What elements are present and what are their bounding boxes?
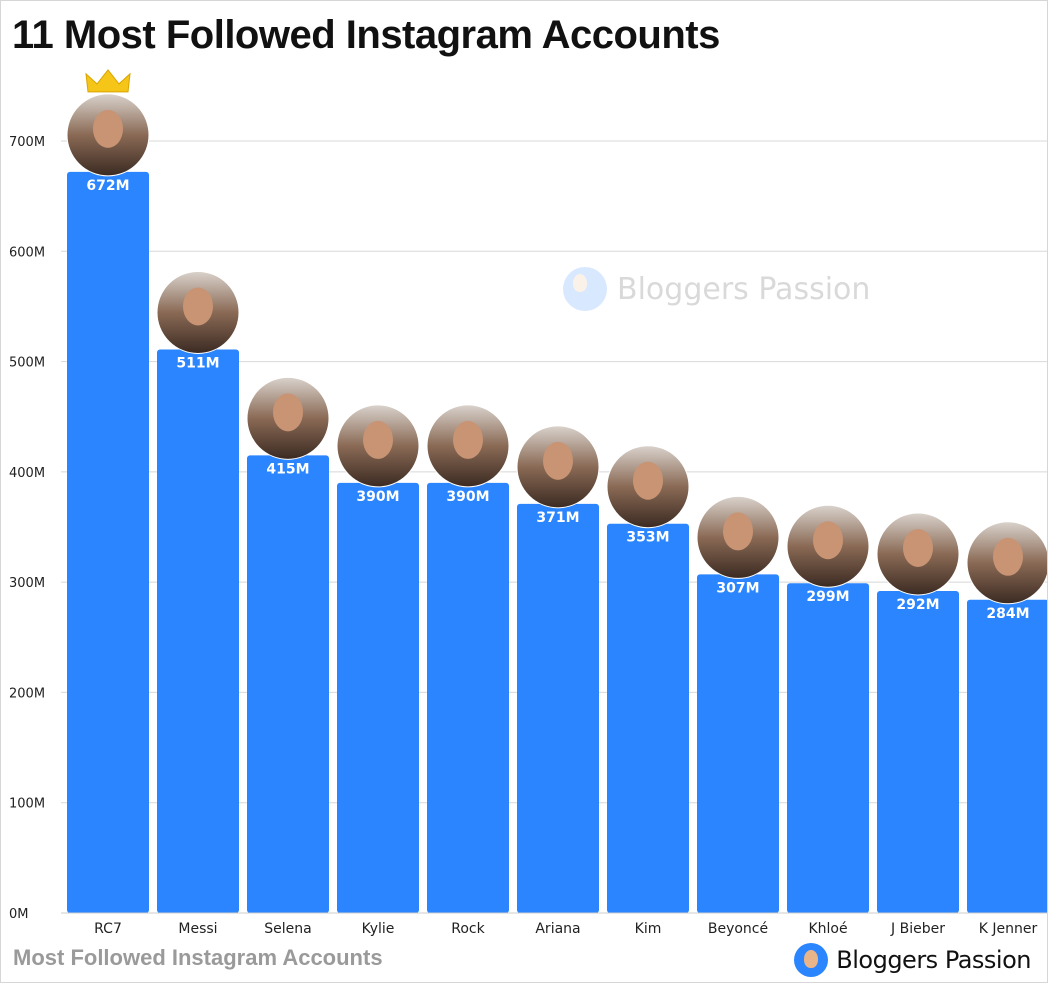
value-label: 371M <box>536 510 579 526</box>
bar <box>427 482 509 913</box>
category-label: RC7 <box>94 921 122 937</box>
avatar-face <box>723 512 753 551</box>
value-label: 307M <box>716 580 759 596</box>
avatar-face <box>363 420 393 459</box>
avatar-face <box>183 287 213 326</box>
bar <box>67 171 149 913</box>
y-tick-label: 0M <box>9 907 29 922</box>
bar <box>607 523 689 913</box>
y-tick-label: 300M <box>9 576 45 591</box>
bar <box>877 590 959 913</box>
value-label: 511M <box>176 355 219 371</box>
value-label: 390M <box>356 489 399 505</box>
crown-icon <box>85 69 131 93</box>
category-label: Beyoncé <box>708 921 768 937</box>
watermark: Bloggers Passion <box>563 267 870 311</box>
watermark-text: Bloggers Passion <box>617 271 871 307</box>
bar <box>247 455 329 913</box>
category-label: Kim <box>635 921 662 937</box>
avatar-face <box>453 420 483 459</box>
brand-logo-icon <box>794 943 829 977</box>
footer-brand: Bloggers Passion <box>836 946 1031 974</box>
bar <box>967 599 1047 913</box>
value-label: 353M <box>626 530 669 546</box>
category-label: Khloé <box>808 921 847 937</box>
bar <box>787 583 869 913</box>
y-tick-label: 200M <box>9 686 45 701</box>
bar <box>517 503 599 913</box>
category-label: J Bieber <box>890 921 945 937</box>
bar <box>337 482 419 913</box>
footer-brand-block: Bloggers Passion <box>794 943 1031 977</box>
bar <box>697 574 779 913</box>
category-label: Selena <box>264 921 311 937</box>
y-tick-label: 100M <box>9 797 45 812</box>
avatar-face <box>903 528 933 567</box>
brand-logo-icon <box>563 267 607 311</box>
footer-caption: Most Followed Instagram Accounts <box>13 945 383 970</box>
category-label: Messi <box>178 921 217 937</box>
y-tick-label: 600M <box>9 245 45 260</box>
avatar-face <box>993 537 1023 576</box>
avatar-face <box>813 521 843 560</box>
value-label: 299M <box>806 589 849 605</box>
avatar-face <box>273 393 303 432</box>
y-tick-label: 400M <box>9 466 45 481</box>
value-label: 292M <box>896 597 939 613</box>
value-label: 415M <box>266 461 309 477</box>
category-label: K Jenner <box>979 921 1038 937</box>
y-tick-label: 700M <box>9 135 45 150</box>
category-label: Rock <box>451 921 485 937</box>
y-tick-label: 500M <box>9 356 45 371</box>
category-label: Ariana <box>535 921 580 937</box>
avatar-face <box>93 109 123 148</box>
avatar-face <box>543 441 573 480</box>
value-label: 672M <box>86 178 129 194</box>
value-label: 284M <box>986 606 1029 622</box>
value-label: 390M <box>446 489 489 505</box>
chart-title: 11 Most Followed Instagram Accounts <box>12 13 720 57</box>
bar <box>157 349 239 913</box>
avatar-face <box>633 461 663 500</box>
category-label: Kylie <box>362 921 395 937</box>
